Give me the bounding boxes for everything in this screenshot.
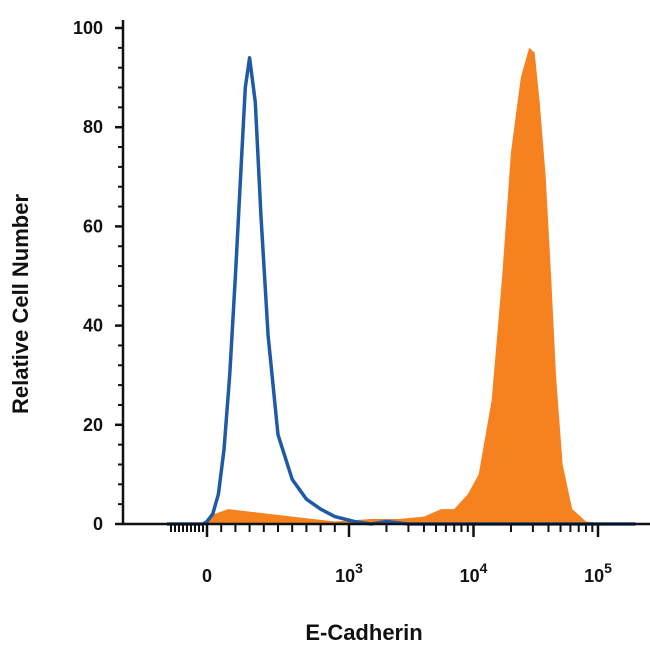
x-tick-label: 103 (335, 560, 363, 586)
series-1-line-histogram (167, 56, 636, 526)
y-axis: 0 20 40 60 80 100 (73, 18, 125, 534)
y-tick-label: 60 (83, 216, 103, 236)
x-axis: 0 103 104 105 (123, 522, 650, 586)
x-tick-label: 104 (460, 560, 488, 586)
y-tick-label: 20 (83, 415, 103, 435)
x-tick-label: 0 (202, 566, 212, 586)
y-tick-label: 100 (73, 18, 103, 38)
x-tick-label: 105 (584, 560, 612, 586)
x-axis-label: E-Cadherin (305, 620, 422, 645)
y-axis-label: Relative Cell Number (8, 194, 33, 415)
y-tick-label: 40 (83, 316, 103, 336)
y-tick-label: 80 (83, 117, 103, 137)
series-0-filled-histogram (167, 47, 636, 525)
plot-area (167, 47, 636, 526)
y-tick-label: 0 (93, 514, 103, 534)
